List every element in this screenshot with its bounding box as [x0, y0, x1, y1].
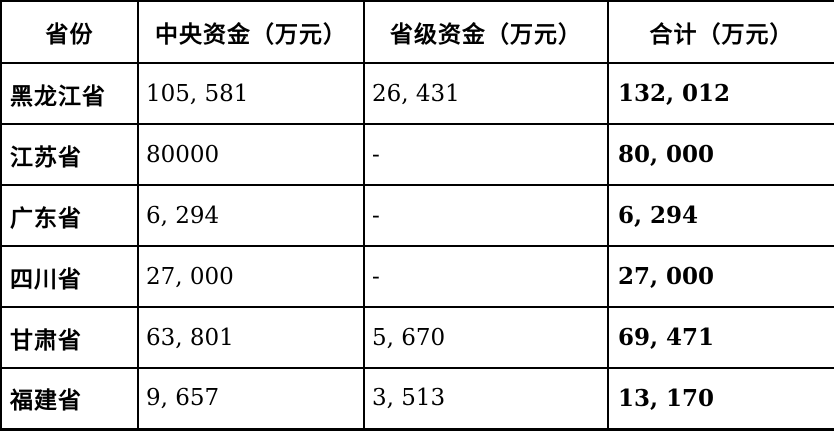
cell-provincial: 3, 513 — [363, 367, 609, 430]
cell-provincial: 5, 670 — [363, 306, 609, 369]
cell-province: 广东省 — [0, 184, 139, 247]
col-header-central: 中央资金（万元） — [137, 0, 365, 64]
cell-province: 福建省 — [0, 367, 139, 430]
cell-central: 80000 — [137, 123, 365, 186]
cell-total: 80, 000 — [607, 123, 834, 186]
header-row: 省份 中央资金（万元） 省级资金（万元） 合计（万元） — [0, 0, 834, 64]
cell-total: 13, 170 — [607, 367, 834, 430]
cell-total: 69, 471 — [607, 306, 834, 369]
cell-central: 9, 657 — [137, 367, 365, 430]
cell-provincial: - — [363, 184, 609, 247]
col-header-province: 省份 — [0, 0, 139, 64]
cell-central: 27, 000 — [137, 245, 365, 308]
table-row: 黑龙江省 105, 581 26, 431 132, 012 — [0, 62, 834, 125]
table-row: 甘肃省 63, 801 5, 670 69, 471 — [0, 306, 834, 369]
cell-total: 132, 012 — [607, 62, 834, 125]
cell-province: 江苏省 — [0, 123, 139, 186]
cell-provincial: - — [363, 123, 609, 186]
table-row: 福建省 9, 657 3, 513 13, 170 — [0, 367, 834, 430]
col-header-total: 合计（万元） — [607, 0, 834, 64]
cell-province: 甘肃省 — [0, 306, 139, 369]
col-header-provincial: 省级资金（万元） — [363, 0, 609, 64]
table-row: 广东省 6, 294 - 6, 294 — [0, 184, 834, 247]
cell-central: 105, 581 — [137, 62, 365, 125]
cell-total: 6, 294 — [607, 184, 834, 247]
table-row: 四川省 27, 000 - 27, 000 — [0, 245, 834, 308]
cell-central: 63, 801 — [137, 306, 365, 369]
cell-total: 27, 000 — [607, 245, 834, 308]
table-row: 江苏省 80000 - 80, 000 — [0, 123, 834, 186]
cell-central: 6, 294 — [137, 184, 365, 247]
cell-province: 四川省 — [0, 245, 139, 308]
cell-province: 黑龙江省 — [0, 62, 139, 125]
cell-provincial: 26, 431 — [363, 62, 609, 125]
cell-provincial: - — [363, 245, 609, 308]
